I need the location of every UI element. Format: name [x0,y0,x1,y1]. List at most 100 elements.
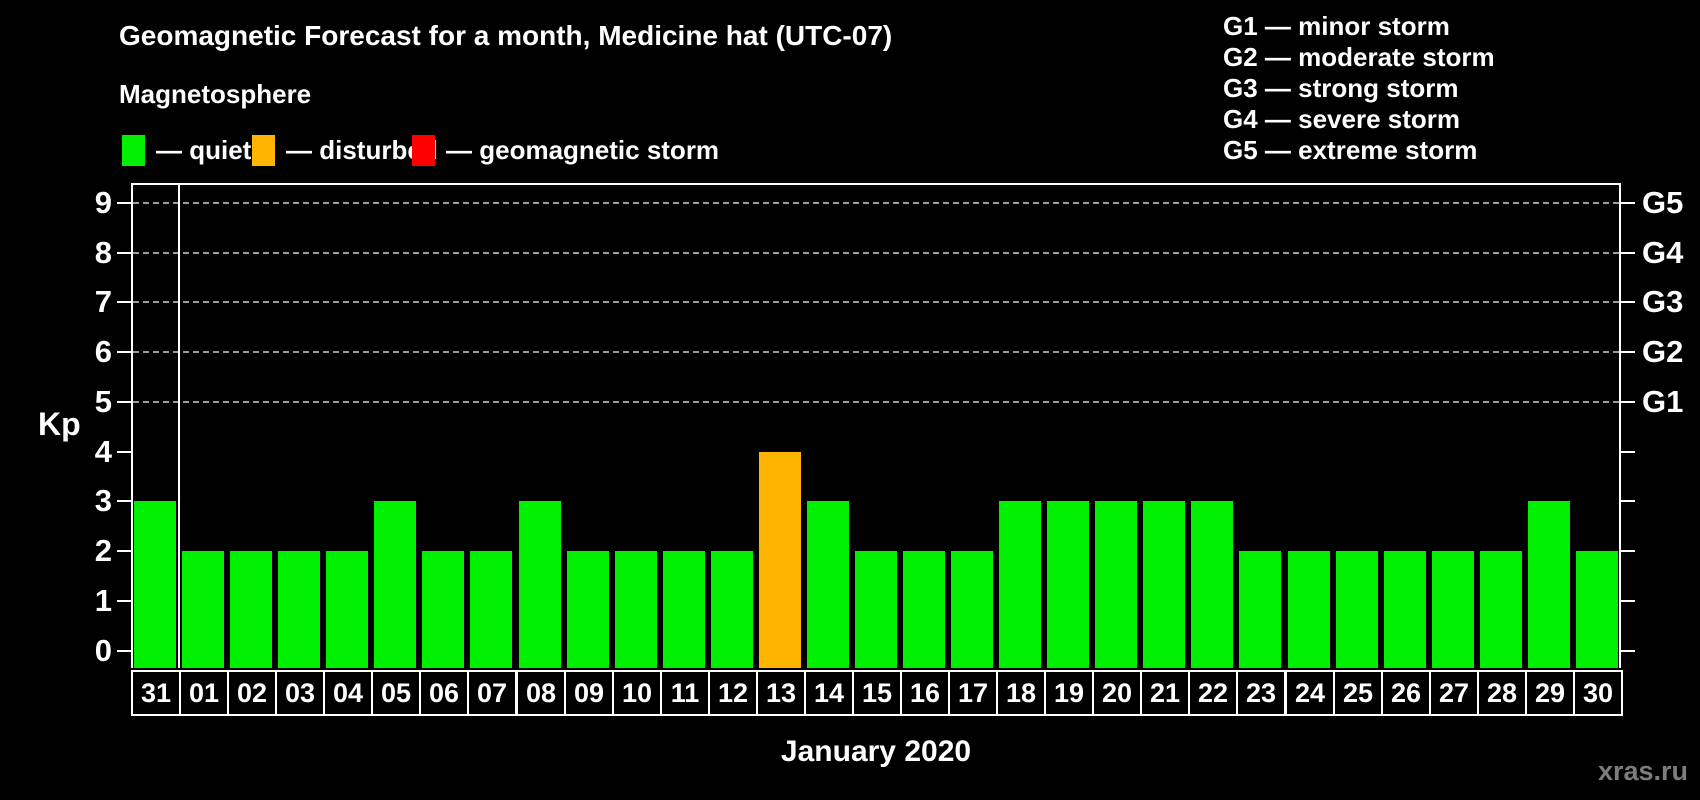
bar-day-24 [1288,551,1330,668]
storm-scale-g3: G3 — strong storm [1223,73,1459,103]
bar-day-01 [182,551,224,668]
bar-day-05 [374,501,416,668]
legend-item-disturbed: — disturbed [252,133,438,167]
storm-scale-g2: G2 — moderate storm [1223,42,1495,72]
day-label-03: 03 [275,670,325,716]
bar-day-27 [1432,551,1474,668]
bar-day-26 [1384,551,1426,668]
y-tick-label-7: 7 [94,284,112,319]
legend-label-quiet: — quiet [156,134,252,165]
y-tick-label-8: 8 [94,235,112,270]
gridline-kp-5 [133,401,1619,403]
y-tick-left-3 [117,500,131,502]
gridline-kp-6 [133,351,1619,353]
bar-day-12 [711,551,753,668]
gridline-kp-8 [133,252,1619,254]
storm-scale-g4: G4 — severe storm [1223,104,1461,134]
bar-day-31 [134,501,176,668]
xras-watermark: xras.ru [1597,756,1688,786]
y-tick-right-1 [1621,600,1635,602]
day-label-31: 31 [131,670,181,716]
bar-day-25 [1336,551,1378,668]
day-label-04: 04 [323,670,373,716]
kp-axis-label: Kp [38,406,81,442]
y-tick-right-7 [1621,301,1635,303]
storm-color-swatch-icon [412,134,435,166]
bar-day-20 [1095,501,1137,668]
bar-day-06 [422,551,464,668]
bar-day-15 [855,551,897,668]
day-label-21: 21 [1140,670,1190,716]
day-label-14: 14 [804,670,854,716]
legend-item-quiet: — quiet [122,133,251,167]
day-label-23: 23 [1236,670,1286,716]
bar-day-13 [759,452,801,668]
day-label-05: 05 [371,670,421,716]
y-tick-label-3: 3 [94,483,112,518]
day-label-06: 06 [419,670,469,716]
bar-day-19 [1047,501,1089,668]
y-tick-right-8 [1621,252,1635,254]
day-label-29: 29 [1525,670,1575,716]
bar-day-22 [1191,501,1233,668]
day-label-16: 16 [900,670,950,716]
y-tick-left-0 [117,650,131,652]
gridline-kp-7 [133,301,1619,303]
right-axis-label-g5: G5 [1642,185,1684,220]
y-tick-left-2 [117,550,131,552]
gridline-kp-9 [133,202,1619,204]
y-tick-right-5 [1621,401,1635,403]
day-label-07: 07 [467,670,517,716]
day-label-22: 22 [1188,670,1238,716]
bar-day-14 [807,501,849,668]
storm-scale-legend: G1 — minor storm G2 — moderate storm G3 … [1223,11,1495,166]
bar-day-23 [1239,551,1281,668]
chart-title: Geomagnetic Forecast for a month, Medici… [119,20,893,51]
quiet-color-swatch-icon [122,134,145,166]
day-label-13: 13 [756,670,806,716]
right-axis-label-g1: G1 [1642,384,1684,419]
day-label-12: 12 [708,670,758,716]
y-tick-label-1: 1 [94,583,112,618]
day-label-25: 25 [1333,670,1383,716]
day-label-15: 15 [852,670,902,716]
day-label-17: 17 [948,670,998,716]
bar-day-03 [278,551,320,668]
y-tick-right-6 [1621,351,1635,353]
y-tick-label-6: 6 [94,334,112,369]
bar-day-29 [1528,501,1570,668]
bar-day-18 [999,501,1041,668]
y-tick-label-2: 2 [94,533,112,568]
bar-day-02 [230,551,272,668]
day-label-02: 02 [227,670,277,716]
day-label-11: 11 [660,670,710,716]
y-tick-left-7 [117,301,131,303]
bar-day-17 [951,551,993,668]
bar-day-09 [567,551,609,668]
day-label-10: 10 [612,670,662,716]
bar-day-11 [663,551,705,668]
month-separator-line [178,183,180,668]
disturbed-color-swatch-icon [252,134,275,166]
y-tick-left-4 [117,451,131,453]
day-label-08: 08 [516,670,566,716]
y-tick-left-5 [117,401,131,403]
bar-day-16 [903,551,945,668]
day-label-27: 27 [1429,670,1479,716]
y-tick-left-6 [117,351,131,353]
day-label-18: 18 [996,670,1046,716]
y-tick-label-5: 5 [94,384,112,419]
bar-day-30 [1576,551,1618,668]
y-tick-label-9: 9 [94,185,112,220]
bar-day-07 [470,551,512,668]
day-label-28: 28 [1477,670,1527,716]
y-tick-right-9 [1621,202,1635,204]
right-axis-label-g2: G2 [1642,334,1684,369]
day-label-09: 09 [564,670,614,716]
y-tick-left-9 [117,202,131,204]
bar-day-21 [1143,501,1185,668]
y-tick-left-8 [117,252,131,254]
bar-day-28 [1480,551,1522,668]
month-label: January 2020 [780,735,972,768]
